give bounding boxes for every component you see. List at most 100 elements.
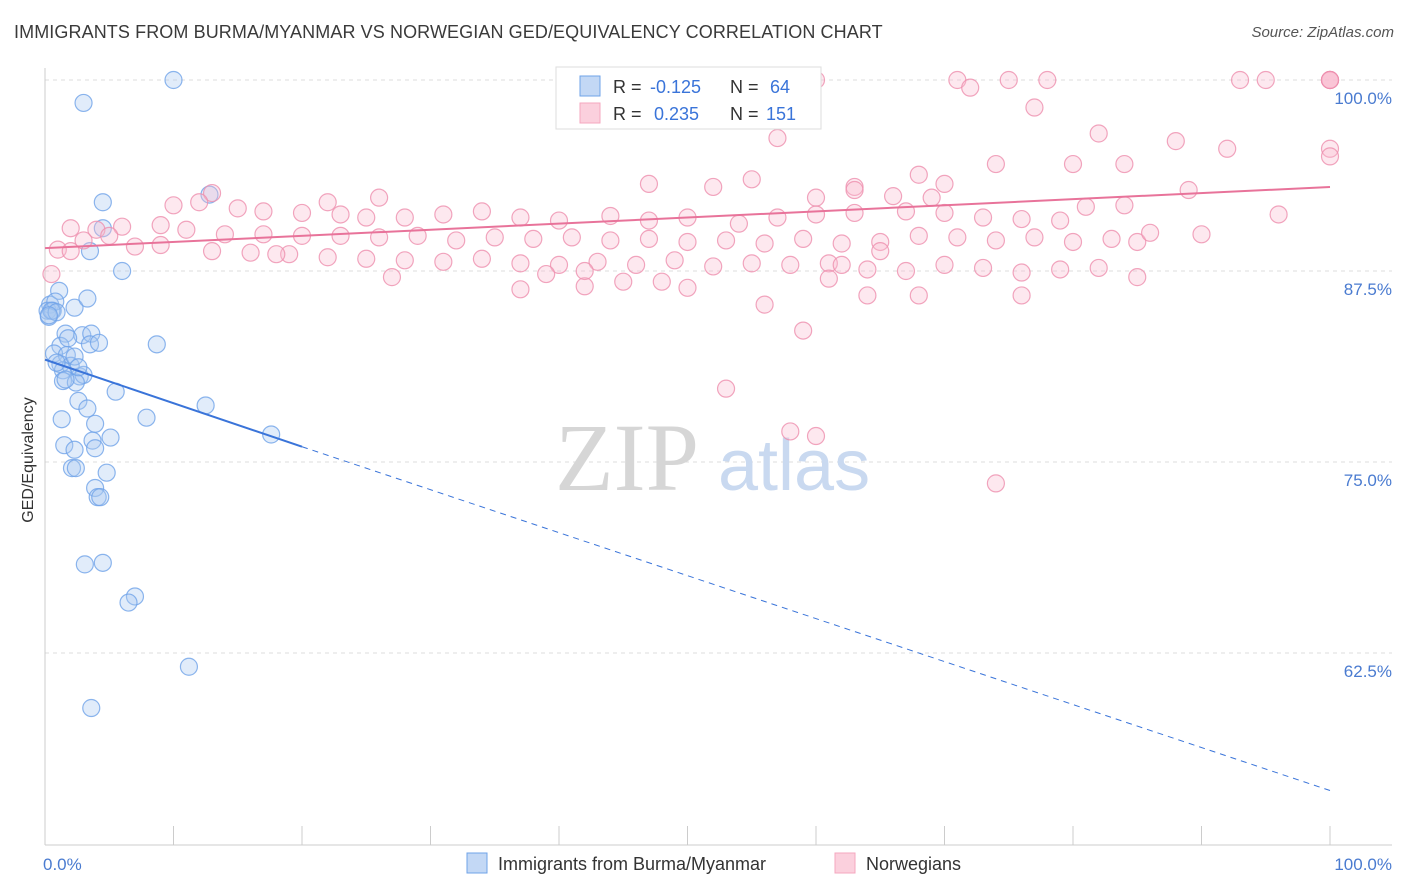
trend-line-burma [44, 358, 303, 448]
norwegian-point-46 [549, 211, 569, 230]
norwegian-point-73 [408, 226, 427, 245]
axes [44, 68, 1392, 846]
norwegian-point-91 [1102, 229, 1121, 249]
norwegian-point-140 [781, 422, 800, 441]
norwegian-point-120 [1051, 260, 1070, 279]
norwegian-point-137 [871, 242, 890, 261]
norwegian-point-67 [177, 220, 196, 239]
norwegian-point-69 [254, 225, 273, 244]
norwegian-point-38 [254, 202, 273, 221]
norwegian-point-78 [601, 231, 620, 250]
y-axis-label: GED/Equivalency [20, 397, 37, 522]
norwegian-point-124 [61, 242, 80, 261]
norwegian-point-16 [768, 128, 787, 148]
norwegian-point-27 [318, 193, 337, 212]
legend-swatch-norwegian [834, 852, 856, 874]
norwegian-point-26 [202, 183, 222, 203]
norwegian-point-110 [665, 251, 684, 270]
stats-n-label-norwegian: N = [730, 104, 759, 124]
norwegian-point-101 [318, 248, 337, 267]
burma-point-53 [179, 657, 199, 676]
norwegian-point-66 [151, 216, 170, 235]
norwegian-point-89 [1025, 228, 1044, 247]
burma-point-8 [50, 281, 69, 300]
burma-point-52 [119, 593, 138, 612]
norwegian-point-22 [1115, 154, 1134, 174]
norwegian-point-62 [1269, 205, 1288, 224]
source-label: Source: ZipAtlas.com [1251, 24, 1394, 41]
stats-r-value-burma: -0.125 [650, 77, 701, 97]
y-tick-labels: 62.5% 75.0% 87.5% 100.0% [1334, 89, 1392, 681]
norwegian-point-125 [267, 245, 286, 264]
trend-line-burma-extrapolated [301, 446, 1331, 791]
norwegian-point-95 [125, 237, 145, 256]
trend-line-norwegian [44, 185, 1331, 250]
bottom-legend: Immigrants from Burma/Myanmar Norwegians [466, 852, 961, 874]
norwegian-point-118 [973, 258, 993, 278]
norwegian-point-146 [1140, 223, 1160, 242]
norwegian-point-134 [575, 261, 594, 281]
norwegian-point-36 [164, 196, 183, 215]
norwegian-point-25 [704, 177, 723, 197]
series-norwegian-points [42, 70, 1340, 493]
norwegian-point-14 [1166, 132, 1185, 151]
norwegian-point-18 [986, 154, 1006, 174]
norwegian-point-29 [639, 174, 659, 194]
norwegian-point-141 [806, 426, 826, 446]
burma-point-44 [66, 459, 85, 478]
burma-point-13 [78, 289, 97, 308]
norwegian-point-99 [241, 243, 260, 262]
norwegian-point-15 [1218, 139, 1237, 158]
norwegian-point-63 [61, 219, 80, 238]
norwegian-point-11 [961, 78, 980, 97]
norwegian-point-17 [1320, 139, 1340, 158]
norwegian-point-113 [781, 255, 800, 274]
legend-label-burma: Immigrants from Burma/Myanmar [498, 854, 766, 874]
norwegian-point-39 [292, 203, 312, 223]
norwegian-point-74 [447, 231, 466, 250]
stats-r-value-norwegian: 0.235 [654, 104, 699, 124]
chart-title: IMMIGRANTS FROM BURMA/MYANMAR VS NORWEGI… [14, 22, 883, 42]
norwegian-point-12 [1025, 98, 1044, 117]
norwegian-point-5 [1256, 70, 1275, 90]
norwegian-point-98 [202, 242, 222, 261]
norwegian-point-81 [716, 231, 736, 250]
norwegian-point-28 [370, 188, 389, 207]
trend-lines [44, 185, 1331, 791]
norwegian-point-138 [794, 321, 813, 340]
norwegian-point-129 [614, 272, 633, 291]
norwegian-point-108 [588, 252, 607, 271]
y-tick-label-0: 62.5% [1344, 662, 1392, 681]
norwegian-point-116 [896, 261, 916, 281]
norwegian-point-144 [652, 272, 671, 291]
series-burma-points [38, 70, 281, 718]
norwegian-point-126 [382, 268, 402, 287]
norwegian-point-33 [883, 187, 903, 206]
norwegian-point-123 [42, 264, 61, 284]
norwegian-point-104 [434, 252, 453, 271]
burma-point-62 [56, 370, 75, 389]
stats-swatch-burma [579, 75, 601, 97]
norwegian-point-106 [511, 254, 530, 273]
norwegian-point-139 [716, 379, 736, 398]
norwegian-point-31 [806, 188, 826, 207]
norwegian-point-20 [909, 165, 928, 184]
stats-n-label-burma: N = [730, 77, 759, 97]
norwegian-point-45 [511, 208, 530, 227]
burma-point-38 [101, 428, 120, 447]
norwegian-point-86 [909, 226, 928, 245]
burma-point-32 [78, 399, 97, 418]
norwegian-point-52 [806, 205, 826, 224]
burma-point-41 [86, 439, 105, 458]
norwegian-point-136 [819, 269, 838, 288]
norwegian-point-77 [562, 228, 581, 247]
burma-point-43 [62, 459, 82, 478]
burma-point-0 [164, 70, 183, 90]
norwegian-point-51 [768, 208, 787, 227]
stats-r-label-norwegian: R = [613, 104, 642, 124]
norwegian-point-44 [472, 202, 491, 221]
norwegian-point-109 [626, 255, 646, 274]
burma-point-45 [97, 463, 116, 482]
norwegian-point-128 [575, 277, 594, 296]
norwegian-point-111 [704, 257, 723, 276]
